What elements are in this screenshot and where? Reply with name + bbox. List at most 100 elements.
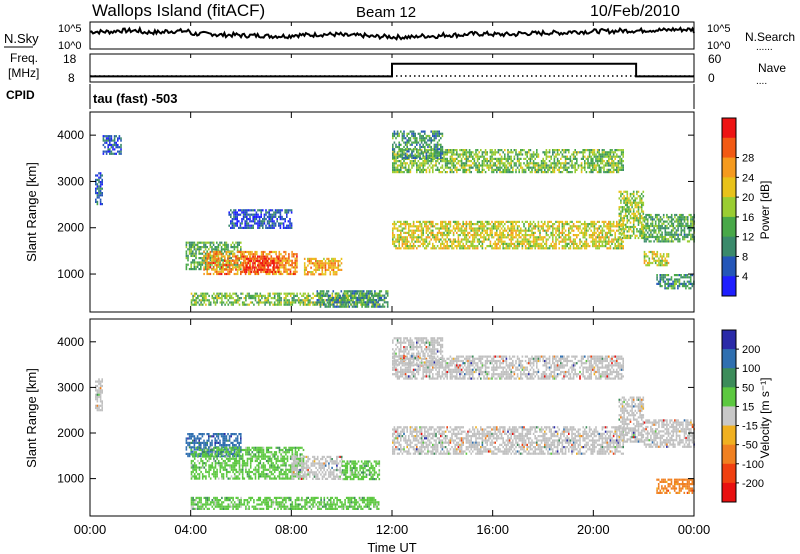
heatmap-cell bbox=[500, 149, 503, 152]
heatmap-cell bbox=[564, 160, 567, 163]
heatmap-cell bbox=[531, 227, 533, 230]
heatmap-cell bbox=[616, 245, 618, 248]
heatmap-cell bbox=[465, 247, 468, 250]
heatmap-cell bbox=[408, 247, 410, 250]
heatmap-cell bbox=[224, 241, 226, 244]
heatmap-cell bbox=[441, 156, 444, 160]
heatmap-cell bbox=[441, 227, 444, 230]
heatmap-cell bbox=[454, 227, 456, 230]
heatmap-cell bbox=[462, 245, 464, 248]
heatmap-cell bbox=[337, 305, 339, 308]
heatmap-cell bbox=[476, 149, 479, 152]
heatmap-cell bbox=[417, 155, 420, 158]
heatmap-cell bbox=[512, 225, 514, 228]
heatmap-cell bbox=[468, 231, 471, 234]
heatmap-cell bbox=[626, 190, 629, 193]
heatmap-cell bbox=[366, 296, 368, 299]
heatmap-cell bbox=[483, 227, 485, 230]
heatmap-cell bbox=[420, 137, 423, 140]
heatmap-cell bbox=[243, 301, 246, 304]
heatmap-cell bbox=[608, 225, 610, 228]
heatmap-cell bbox=[523, 149, 525, 152]
heatmap-cell bbox=[531, 166, 533, 169]
heatmap-cell bbox=[212, 261, 215, 265]
heatmap-cell bbox=[227, 257, 229, 260]
heatmap-cell bbox=[462, 164, 464, 167]
heatmap-cell bbox=[446, 234, 448, 237]
heatmap-cell bbox=[238, 259, 240, 262]
heatmap-cell bbox=[436, 152, 439, 155]
heatmap-cell bbox=[343, 294, 346, 297]
heatmap-cell bbox=[626, 197, 629, 200]
heatmap-cell bbox=[484, 157, 487, 160]
heatmap-cell bbox=[195, 265, 197, 268]
heatmap-cell bbox=[640, 225, 643, 229]
heatmap-cell bbox=[195, 257, 197, 260]
heatmap-cell bbox=[364, 301, 367, 304]
heatmap-cell bbox=[406, 148, 408, 151]
heatmap-cell bbox=[428, 231, 431, 234]
heatmap-cell bbox=[464, 229, 466, 232]
heatmap-cell bbox=[252, 270, 255, 273]
heatmap-cell bbox=[370, 305, 373, 308]
heatmap-cell bbox=[513, 229, 516, 232]
heatmap-cell bbox=[441, 145, 444, 149]
heatmap-cell bbox=[600, 229, 602, 232]
heatmap-cell bbox=[608, 220, 610, 223]
heatmap-cell bbox=[468, 227, 471, 230]
heatmap-cell bbox=[576, 245, 578, 248]
heatmap-cell bbox=[416, 247, 418, 250]
heatmap-cell bbox=[427, 234, 429, 237]
freq-label-line2: [MHz] bbox=[8, 66, 39, 80]
heatmap-cell bbox=[606, 153, 608, 156]
heatmap-cell bbox=[323, 266, 325, 269]
heatmap-cell bbox=[286, 292, 289, 295]
heatmap-cell bbox=[478, 225, 480, 228]
heatmap-cell bbox=[244, 213, 246, 216]
heatmap-cell bbox=[590, 229, 592, 232]
heatmap-cell bbox=[254, 215, 256, 218]
heatmap-cell bbox=[195, 297, 198, 300]
heatmap-cell bbox=[383, 299, 386, 302]
heatmap-cell bbox=[555, 162, 557, 165]
heatmap-cell bbox=[245, 299, 247, 302]
heatmap-cell bbox=[224, 303, 226, 306]
heatmap-cell bbox=[274, 222, 277, 225]
heatmap-cell bbox=[475, 164, 477, 167]
heatmap-cell bbox=[642, 234, 645, 237]
heatmap-cell bbox=[425, 236, 428, 239]
heatmap-cell bbox=[481, 220, 484, 223]
heatmap-cell bbox=[489, 242, 492, 245]
heatmap-cell bbox=[420, 164, 423, 167]
heatmap-cell bbox=[392, 236, 394, 239]
heatmap-cell bbox=[428, 137, 431, 140]
heatmap-cell bbox=[408, 132, 410, 135]
heatmap-cell bbox=[500, 231, 503, 234]
heatmap-cell bbox=[250, 257, 253, 260]
heatmap-cell bbox=[276, 270, 279, 273]
heatmap-cell bbox=[272, 297, 274, 300]
heatmap-cell bbox=[245, 270, 248, 274]
heatmap-cell bbox=[491, 171, 493, 174]
heatmap-cell bbox=[216, 270, 218, 273]
heatmap-cell bbox=[521, 245, 524, 248]
heatmap-cell bbox=[623, 236, 625, 240]
heatmap-cell bbox=[569, 164, 572, 167]
heatmap-cell bbox=[642, 223, 645, 226]
heatmap-cell bbox=[584, 229, 586, 232]
heatmap-cell bbox=[115, 152, 117, 155]
heatmap-cell bbox=[246, 294, 249, 297]
heatmap-cell bbox=[521, 234, 524, 237]
heatmap-cell bbox=[255, 218, 258, 221]
heatmap-cell bbox=[620, 212, 622, 215]
heatmap-cell bbox=[291, 261, 293, 265]
heatmap-cell bbox=[621, 236, 624, 240]
heatmap-cell bbox=[101, 187, 103, 190]
heatmap-cell bbox=[611, 225, 613, 228]
heatmap-cell bbox=[507, 234, 509, 237]
heatmap-cell bbox=[282, 218, 285, 221]
heatmap-cell bbox=[336, 303, 338, 306]
heatmap-cell bbox=[497, 223, 500, 226]
heatmap-cell bbox=[193, 294, 196, 297]
heatmap-cell bbox=[617, 223, 620, 226]
